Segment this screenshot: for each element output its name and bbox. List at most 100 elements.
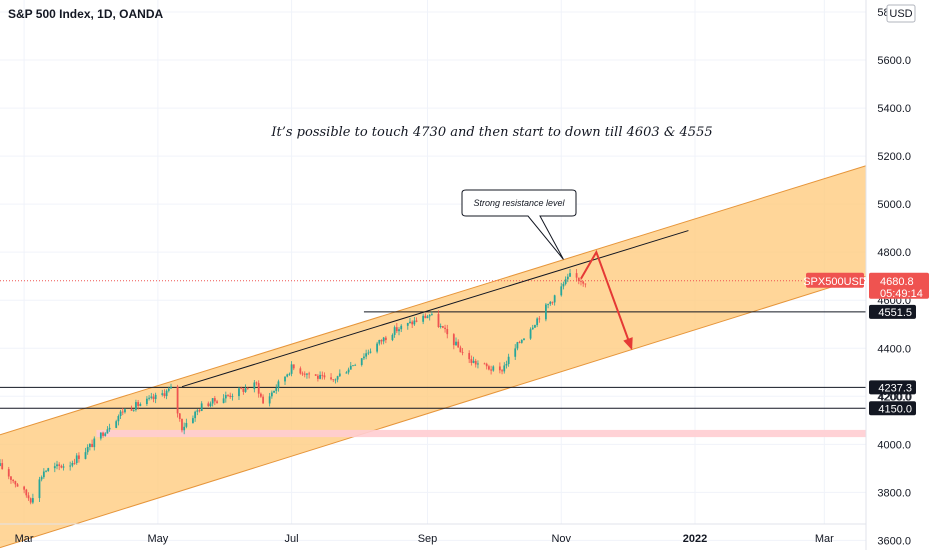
candle bbox=[178, 412, 181, 422]
candle bbox=[545, 302, 547, 322]
candle bbox=[472, 356, 475, 364]
candle bbox=[369, 348, 372, 354]
candle bbox=[154, 392, 157, 404]
candle bbox=[130, 405, 133, 411]
candle bbox=[196, 408, 199, 416]
candle bbox=[273, 390, 275, 393]
candle bbox=[84, 447, 87, 460]
y-tick-label: 5600.0 bbox=[877, 55, 911, 67]
price-axis[interactable]: 3600.03800.04000.04200.04400.04600.04800… bbox=[877, 7, 911, 547]
candle bbox=[354, 363, 357, 366]
candle bbox=[360, 358, 363, 367]
x-tick-label: Sep bbox=[418, 533, 438, 545]
candle bbox=[549, 301, 552, 306]
candle bbox=[547, 303, 550, 309]
candle bbox=[56, 460, 58, 470]
candle bbox=[106, 426, 109, 434]
x-tick-label: Mar bbox=[815, 533, 834, 545]
candle bbox=[580, 278, 582, 286]
candle bbox=[242, 388, 245, 395]
candle bbox=[321, 371, 324, 380]
candle bbox=[485, 362, 488, 370]
price-channel-fill bbox=[0, 165, 866, 548]
candle bbox=[534, 324, 536, 328]
candle bbox=[470, 355, 473, 366]
candle bbox=[117, 414, 120, 426]
candle bbox=[490, 365, 492, 375]
candle bbox=[42, 468, 45, 479]
svg-text:4551.5: 4551.5 bbox=[878, 307, 912, 319]
resistance-trendline[interactable] bbox=[181, 230, 689, 388]
candle bbox=[25, 488, 28, 498]
candle bbox=[104, 432, 107, 437]
level-tag-4237.3: 4237.3 bbox=[869, 380, 916, 395]
x-tick-label: Mar bbox=[15, 533, 34, 545]
currency-box[interactable] bbox=[886, 4, 916, 23]
candle bbox=[538, 316, 541, 323]
candle bbox=[270, 390, 273, 399]
candle bbox=[439, 323, 442, 329]
candle bbox=[531, 324, 534, 330]
candle bbox=[459, 345, 462, 353]
candle bbox=[299, 366, 302, 375]
candle bbox=[566, 273, 569, 283]
candle bbox=[145, 396, 148, 406]
candle bbox=[584, 283, 587, 288]
candle bbox=[23, 485, 26, 494]
candle bbox=[255, 381, 258, 386]
candle bbox=[10, 475, 12, 484]
candle bbox=[577, 277, 580, 285]
candle bbox=[288, 372, 291, 376]
callout-bubble[interactable] bbox=[461, 189, 577, 260]
candle bbox=[257, 380, 260, 398]
candle bbox=[194, 410, 197, 422]
candle bbox=[246, 387, 249, 390]
candle bbox=[336, 375, 339, 383]
candle bbox=[536, 317, 539, 328]
candle bbox=[124, 408, 126, 414]
candle bbox=[259, 392, 262, 398]
candle bbox=[240, 386, 243, 390]
candle bbox=[167, 386, 170, 393]
candle bbox=[211, 398, 214, 407]
candle bbox=[319, 371, 321, 380]
y-tick-label: 4000.0 bbox=[877, 439, 911, 451]
callout-text: Strong resistance level bbox=[473, 198, 565, 208]
candle bbox=[437, 310, 440, 328]
candle bbox=[334, 378, 337, 384]
level-tag-4150.0: 4150.0 bbox=[869, 401, 916, 416]
candle bbox=[562, 281, 565, 290]
candle bbox=[347, 367, 350, 375]
candle bbox=[229, 392, 232, 399]
candle bbox=[161, 389, 164, 397]
y-tick-label: 5400.0 bbox=[877, 103, 911, 115]
candle bbox=[518, 340, 521, 344]
forecast-arrow[interactable] bbox=[580, 249, 633, 349]
candle bbox=[415, 317, 418, 323]
candle bbox=[253, 380, 256, 393]
candle bbox=[426, 314, 429, 319]
channel-upper-line[interactable] bbox=[0, 165, 867, 436]
candle bbox=[284, 376, 286, 386]
y-tick-label: 5200.0 bbox=[877, 151, 911, 163]
candle bbox=[152, 393, 155, 403]
candle bbox=[424, 313, 427, 319]
candle bbox=[198, 409, 201, 413]
candle bbox=[523, 338, 525, 341]
candle bbox=[529, 327, 532, 340]
x-tick-label: 2022 bbox=[683, 533, 707, 545]
candle bbox=[47, 467, 50, 472]
candle bbox=[93, 436, 96, 451]
candle bbox=[316, 374, 319, 382]
time-axis[interactable]: Mar May Jul Sep Nov 2022 Mar bbox=[15, 533, 835, 545]
svg-text:4200.0: 4200.0 bbox=[878, 391, 912, 403]
last-price-value: 4680.8 bbox=[880, 276, 914, 288]
candle bbox=[209, 401, 212, 408]
forecast-note[interactable]: It’s possible to touch 4730 and then sta… bbox=[270, 125, 712, 140]
channel-lower-line[interactable] bbox=[0, 275, 867, 549]
candle bbox=[323, 372, 326, 380]
last-price-tag[interactable]: SPX500USD 4680.805:49:14 bbox=[803, 272, 929, 300]
candle bbox=[457, 339, 460, 348]
candle bbox=[262, 394, 264, 404]
